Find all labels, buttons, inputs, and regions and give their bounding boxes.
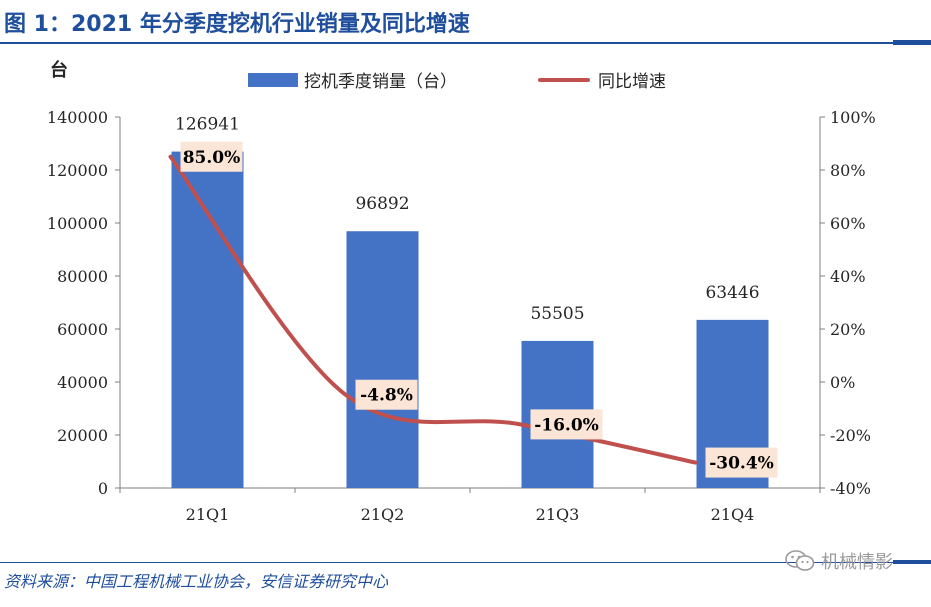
- source-divider-accent: [893, 560, 931, 564]
- right-tick-label: -40%: [830, 479, 871, 498]
- line-label-bg: [355, 379, 418, 410]
- bar: [346, 231, 419, 488]
- x-tick-label: 21Q1: [186, 505, 230, 524]
- bar-data-label: 55505: [530, 304, 584, 324]
- left-tick-label: 140000: [47, 108, 108, 127]
- legend-line-label: 同比增速: [598, 72, 666, 92]
- right-tick-label: 40%: [830, 267, 866, 286]
- right-tick-label: 80%: [830, 161, 866, 180]
- chart-title: 图 1：2021 年分季度挖机行业销量及同比增速: [4, 12, 470, 37]
- x-tick-label: 21Q4: [711, 505, 755, 524]
- bar-data-label: 63446: [705, 283, 759, 303]
- title-divider: [0, 42, 931, 44]
- right-tick-label: 100%: [830, 108, 876, 127]
- left-tick-label: 0: [98, 479, 108, 498]
- left-tick-label: 100000: [47, 214, 108, 233]
- bar-data-label: 96892: [355, 194, 409, 214]
- right-tick-label: 60%: [830, 214, 866, 233]
- line-data-label: -4.8%: [360, 386, 413, 406]
- line-label-bg: [705, 447, 778, 478]
- left-tick-label: 20000: [57, 426, 108, 445]
- line-label-bg: [530, 409, 603, 440]
- right-tick-label: 20%: [830, 320, 866, 339]
- watermark: 机械情影: [785, 548, 893, 574]
- bar-data-label: 126941: [175, 115, 240, 135]
- line-data-label: 85.0%: [183, 148, 241, 168]
- chart: 0 20000 40000 60000 80000 100000 120000 140000 -…: [47, 59, 876, 524]
- left-tick-label: 40000: [57, 373, 108, 392]
- wechat-icon: [785, 550, 815, 572]
- left-tick-label: 60000: [57, 320, 108, 339]
- line-data-label: -30.4%: [709, 454, 774, 474]
- title-divider-accent: [893, 40, 931, 45]
- line-data-label: -16.0%: [534, 415, 599, 435]
- x-tick-label: 21Q3: [536, 505, 580, 524]
- bar: [171, 151, 244, 488]
- left-tick-label: 80000: [57, 267, 108, 286]
- growth-line: [168, 154, 698, 465]
- right-tick-label: 0%: [830, 373, 855, 392]
- legend-bar-label: 挖机季度销量（台）: [304, 72, 457, 92]
- left-axis-unit: 台: [50, 59, 68, 81]
- left-tick-label: 120000: [47, 161, 108, 180]
- right-tick-label: -20%: [830, 426, 871, 445]
- x-tick-label: 21Q2: [361, 505, 405, 524]
- source-divider: [0, 562, 931, 563]
- line-label-bg: [180, 141, 243, 172]
- watermark-text: 机械情影: [821, 552, 893, 573]
- source-note: 资料来源：中国工程机械工业协会，安信证券研究中心: [4, 572, 389, 591]
- legend-bar-swatch: [248, 73, 298, 87]
